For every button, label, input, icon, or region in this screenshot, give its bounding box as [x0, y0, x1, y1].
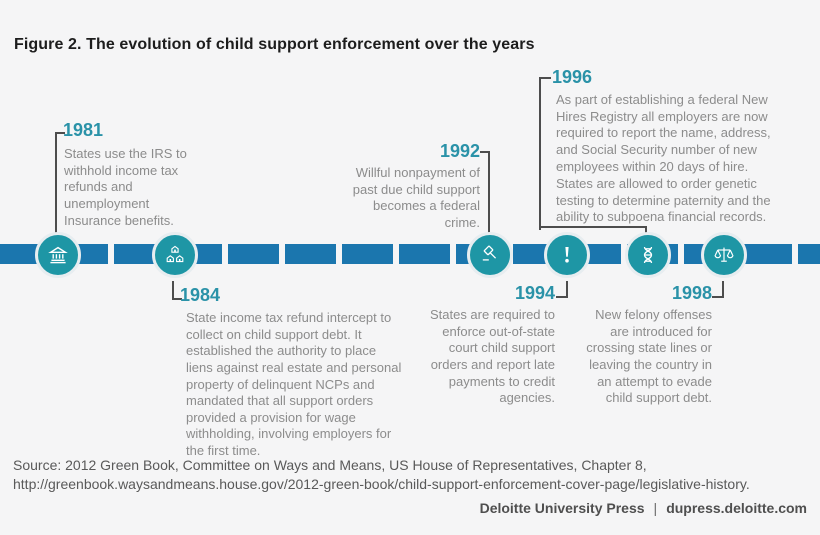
footer-brand: Deloitte University Press [479, 500, 645, 516]
event-marker-1981 [35, 232, 81, 278]
footer: Deloitte University Press | dupress.deloit… [480, 500, 807, 516]
event-block-1994: 1994 States are required to enforce out-… [426, 283, 555, 407]
year-label-1984: 1984 [180, 285, 221, 305]
connector-1994 [556, 281, 568, 298]
connector-1996-vertical [539, 77, 551, 230]
source-line-2: http://greenbook.waysandmeans.house.gov/… [13, 475, 750, 492]
scales-icon [712, 243, 736, 267]
timeline-bar [0, 244, 820, 264]
connector-1992 [480, 151, 490, 235]
footer-url: dupress.deloitte.com [666, 500, 807, 516]
footer-separator: | [653, 500, 658, 516]
event-marker-1984 [152, 232, 198, 278]
event-block-1998: 1998 New felony offenses are introduced … [582, 283, 712, 407]
event-text-1994: States are required to enforce out-of-st… [429, 307, 555, 406]
dna-icon [636, 243, 660, 267]
event-marker-1992 [467, 232, 513, 278]
event-marker-1994 [544, 232, 590, 278]
year-label-1996: 1996 [552, 67, 593, 87]
source-line-1: Source: 2012 Green Book, Committee on Wa… [13, 457, 647, 473]
event-text-1992: Willful nonpayment of past due child sup… [352, 165, 480, 230]
event-text-1981: States use the IRS to withhold income ta… [64, 146, 187, 228]
houses-icon [163, 243, 187, 267]
year-label-1994: 1994 [514, 283, 555, 303]
event-marker-1998 [701, 232, 747, 278]
connector-1984 [172, 281, 182, 300]
gavel-icon [478, 243, 502, 267]
year-label-1998: 1998 [671, 283, 712, 303]
connector-1996-horizontal [539, 226, 647, 237]
figure-title: Figure 2. The evolution of child support… [14, 36, 535, 53]
event-text-1996-p1: As part of establishing a federal New Hi… [556, 92, 771, 174]
bank-icon [46, 243, 70, 267]
year-label-1981: 1981 [63, 120, 104, 140]
exclamation-icon [555, 243, 579, 267]
source-note: Source: 2012 Green Book, Committee on Wa… [13, 456, 808, 494]
event-text-1998: New felony offenses are introduced for c… [586, 307, 712, 406]
event-text-1984: State income tax refund intercept to col… [186, 310, 402, 458]
event-block-1992: 1992 Willful nonpayment of past due chil… [350, 141, 480, 232]
year-label-1992: 1992 [439, 141, 480, 161]
event-text-1996-p2: States are allowed to order genetic test… [556, 176, 771, 225]
event-marker-1996 [625, 232, 671, 278]
connector-1981 [55, 132, 65, 235]
connector-1998 [712, 281, 724, 298]
